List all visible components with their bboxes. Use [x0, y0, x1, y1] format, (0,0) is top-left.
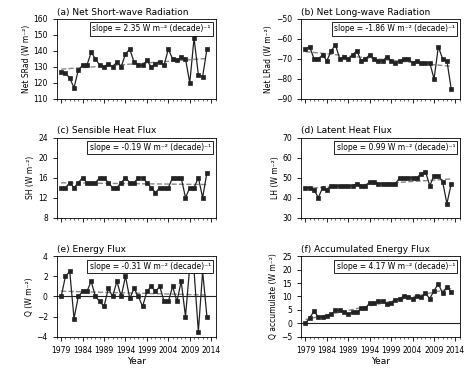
- Text: (b) Net Long-wave Radiation: (b) Net Long-wave Radiation: [301, 7, 430, 16]
- Text: (d) Latent Heat Flux: (d) Latent Heat Flux: [301, 126, 392, 135]
- Text: slope = -0.31 W m⁻² (decade)⁻¹: slope = -0.31 W m⁻² (decade)⁻¹: [90, 262, 211, 271]
- Text: slope = 2.35 W m⁻² (decade)⁻¹: slope = 2.35 W m⁻² (decade)⁻¹: [92, 24, 211, 33]
- Text: slope = 4.17 W m⁻² (decade)⁻¹: slope = 4.17 W m⁻² (decade)⁻¹: [337, 262, 455, 271]
- Text: slope = -1.86 W m⁻² (decade)⁻¹: slope = -1.86 W m⁻² (decade)⁻¹: [334, 24, 455, 33]
- Text: slope = 0.99 W m⁻² (decade)⁻¹: slope = 0.99 W m⁻² (decade)⁻¹: [337, 143, 455, 152]
- Y-axis label: LH (W m⁻²): LH (W m⁻²): [271, 156, 280, 199]
- Y-axis label: Q (W m⁻²): Q (W m⁻²): [25, 277, 34, 316]
- Y-axis label: Q accumulate (W m⁻²): Q accumulate (W m⁻²): [269, 254, 278, 339]
- Y-axis label: Net SRad (W m⁻²): Net SRad (W m⁻²): [22, 25, 31, 93]
- Text: (f) Accumulated Energy Flux: (f) Accumulated Energy Flux: [301, 245, 430, 254]
- Text: (c) Sensible Heat Flux: (c) Sensible Heat Flux: [57, 126, 156, 135]
- Y-axis label: SH (W m⁻²): SH (W m⁻²): [27, 156, 36, 199]
- Text: (e) Energy Flux: (e) Energy Flux: [57, 245, 126, 254]
- X-axis label: Year: Year: [371, 358, 390, 367]
- Text: (a) Net Short-wave Radiation: (a) Net Short-wave Radiation: [57, 7, 188, 16]
- X-axis label: Year: Year: [127, 358, 146, 367]
- Y-axis label: Net LRad (W m⁻²): Net LRad (W m⁻²): [264, 25, 273, 93]
- Text: slope = -0.19 W m⁻² (decade)⁻¹: slope = -0.19 W m⁻² (decade)⁻¹: [90, 143, 211, 152]
